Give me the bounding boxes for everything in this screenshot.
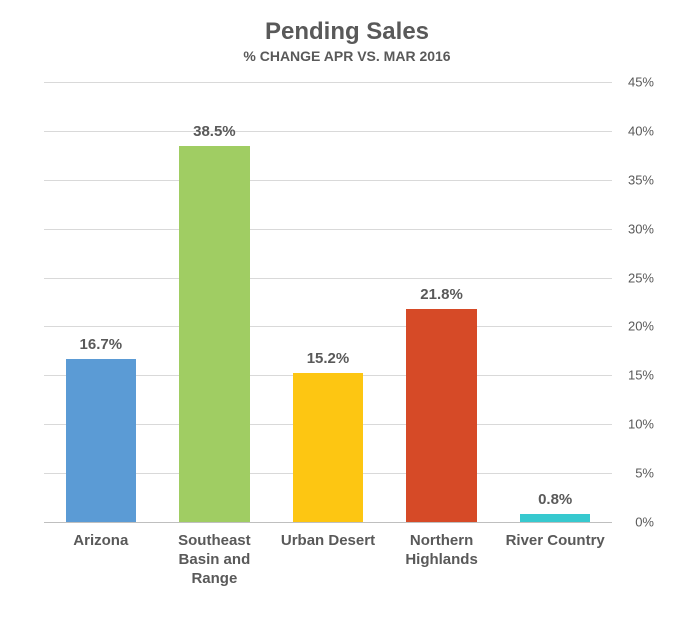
bar-value-label: 0.8% bbox=[538, 491, 572, 508]
x-axis: ArizonaSoutheast Basin and RangeUrban De… bbox=[44, 532, 654, 588]
plot-area: 0%5%10%15%20%25%30%35%40%45% 16.7%38.5%1… bbox=[44, 82, 654, 522]
bar-value-label: 15.2% bbox=[307, 350, 350, 367]
x-tick-label: Northern Highlands bbox=[385, 532, 499, 588]
bar-slot: 38.5% bbox=[158, 82, 272, 522]
y-tick-label: 25% bbox=[614, 270, 654, 285]
chart-subtitle: % CHANGE APR VS. MAR 2016 bbox=[40, 48, 654, 64]
y-tick-label: 30% bbox=[614, 221, 654, 236]
y-tick-label: 40% bbox=[614, 123, 654, 138]
bar-slot: 15.2% bbox=[271, 82, 385, 522]
bar-value-label: 21.8% bbox=[420, 286, 463, 303]
bar-value-label: 38.5% bbox=[193, 123, 236, 140]
bars-group: 16.7% 38.5% 15.2% 21.8% 0.8% bbox=[44, 82, 612, 522]
bar-slot: 21.8% bbox=[385, 82, 499, 522]
y-tick-label: 10% bbox=[614, 417, 654, 432]
gridline bbox=[44, 522, 612, 523]
bar-slot: 16.7% bbox=[44, 82, 158, 522]
y-tick-label: 20% bbox=[614, 319, 654, 334]
y-tick-label: 35% bbox=[614, 172, 654, 187]
bar bbox=[66, 359, 136, 522]
bar bbox=[520, 514, 590, 522]
y-tick-label: 15% bbox=[614, 368, 654, 383]
bar bbox=[293, 373, 363, 522]
y-tick-label: 5% bbox=[614, 466, 654, 481]
bar-slot: 0.8% bbox=[498, 82, 612, 522]
bar bbox=[179, 146, 249, 522]
y-tick-label: 0% bbox=[614, 515, 654, 530]
chart-title: Pending Sales bbox=[40, 18, 654, 46]
pending-sales-chart: Pending Sales % CHANGE APR VS. MAR 2016 … bbox=[0, 0, 684, 632]
bar bbox=[406, 309, 476, 522]
x-tick-label: River Country bbox=[498, 532, 612, 588]
x-tick-label: Southeast Basin and Range bbox=[158, 532, 272, 588]
x-tick-label: Urban Desert bbox=[271, 532, 385, 588]
y-tick-label: 45% bbox=[614, 75, 654, 90]
x-tick-label: Arizona bbox=[44, 532, 158, 588]
bar-value-label: 16.7% bbox=[80, 336, 123, 353]
